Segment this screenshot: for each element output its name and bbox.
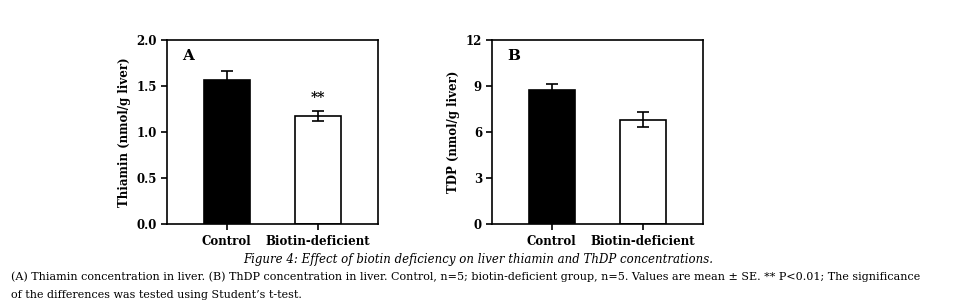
Bar (529, 90, 575, 224)
Text: **: ** (311, 91, 325, 105)
Text: of the differences was tested using Student’s t-test.: of the differences was tested using Stud… (11, 290, 302, 300)
Y-axis label: Thiamin (nmol/g liver): Thiamin (nmol/g liver) (118, 57, 131, 207)
Bar (295, 116, 341, 224)
Text: (A) Thiamin concentration in liver. (B) ThDP concentration in liver. Control, n=: (A) Thiamin concentration in liver. (B) … (11, 272, 921, 282)
Bar (620, 120, 666, 224)
Text: A: A (182, 49, 194, 63)
Y-axis label: TDP (nmol/g liver): TDP (nmol/g liver) (447, 71, 460, 193)
Text: Figure 4: Effect of biotin deficiency on liver thiamin and ThDP concentrations.: Figure 4: Effect of biotin deficiency on… (243, 253, 713, 266)
Text: B: B (507, 49, 520, 63)
Bar (204, 80, 250, 224)
